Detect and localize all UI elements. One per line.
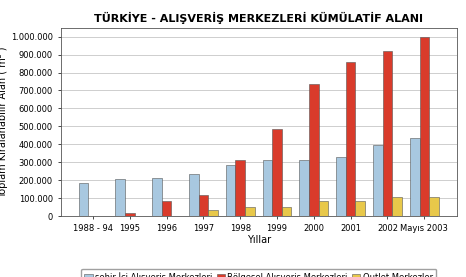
Bar — [116, 179, 125, 216]
Bar — [419, 37, 429, 216]
Bar — [309, 84, 319, 216]
Bar — [373, 145, 383, 216]
Bar — [125, 213, 135, 216]
Bar — [245, 207, 254, 216]
Bar — [336, 157, 346, 216]
X-axis label: Yıllar: Yıllar — [247, 235, 271, 245]
Bar — [429, 197, 439, 216]
Bar — [152, 178, 162, 216]
Title: TÜRKİYE - ALIŞVERİŞ MERKEZLERİ KÜMÜLATİF ALANI: TÜRKİYE - ALIŞVERİŞ MERKEZLERİ KÜMÜLATİF… — [94, 12, 423, 24]
Bar — [226, 165, 235, 216]
Bar — [272, 129, 282, 216]
Bar — [392, 197, 402, 216]
Bar — [346, 62, 356, 216]
Bar — [199, 196, 208, 216]
Bar — [319, 201, 328, 216]
Bar — [410, 138, 419, 216]
Bar — [162, 201, 171, 216]
Y-axis label: Toplam Kiralanabilir Alan ( m² ): Toplam Kiralanabilir Alan ( m² ) — [0, 46, 8, 198]
Bar — [300, 160, 309, 216]
Bar — [282, 207, 291, 216]
Bar — [263, 160, 272, 216]
Bar — [235, 160, 245, 216]
Bar — [189, 175, 199, 216]
Bar — [208, 210, 218, 216]
Legend: şehir İçi Alışveriş Merkezleri, Bölgesel Alışveriş Merkezleri, Outlet Merkezler: şehir İçi Alışveriş Merkezleri, Bölgesel… — [81, 269, 436, 277]
Bar — [383, 51, 392, 216]
Bar — [356, 201, 365, 216]
Bar — [79, 183, 88, 216]
